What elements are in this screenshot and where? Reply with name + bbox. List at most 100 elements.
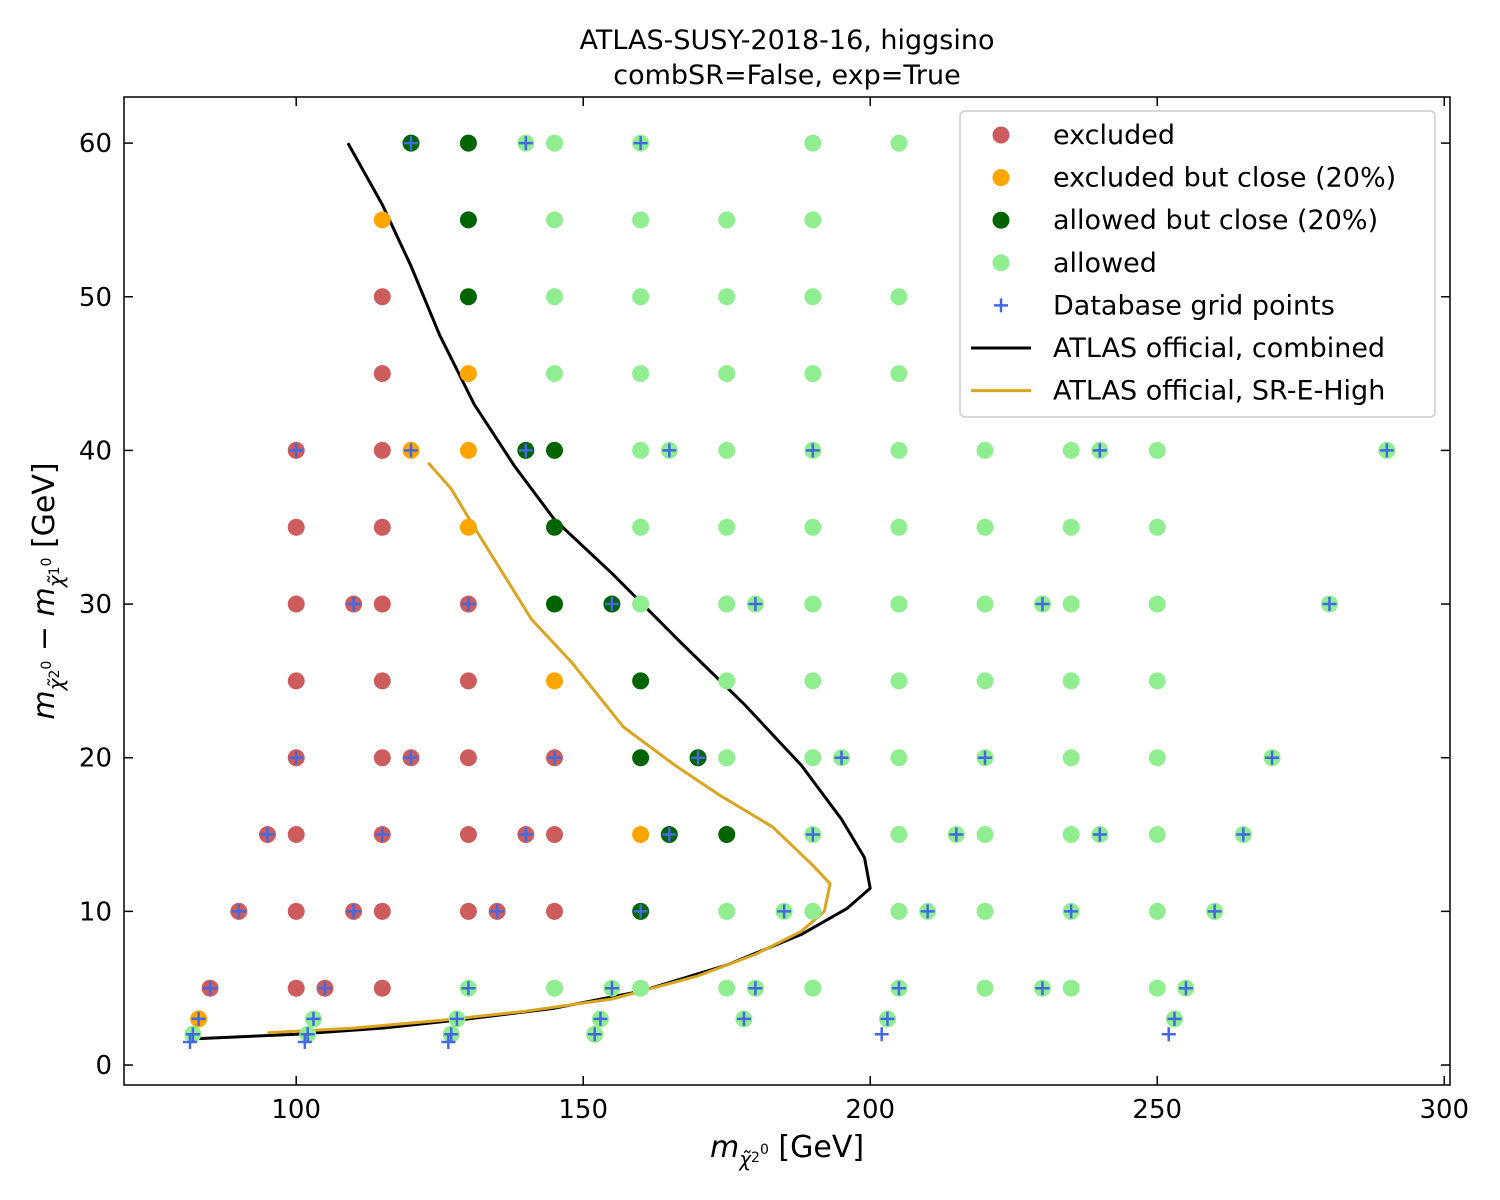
point-allowed-close xyxy=(632,749,650,767)
point-allowed xyxy=(546,365,564,383)
plot-frame xyxy=(123,96,1451,1086)
point-allowed xyxy=(1062,518,1080,536)
point-allowed xyxy=(546,211,564,229)
x-tick-label: 100 xyxy=(271,1095,321,1125)
curves-layer xyxy=(192,142,872,1041)
legend-label: excluded xyxy=(1053,120,1175,151)
point-excluded xyxy=(373,441,391,459)
point-allowed-close xyxy=(632,672,650,690)
point-allowed xyxy=(632,518,650,536)
x-tick-label: 300 xyxy=(1419,1095,1469,1125)
point-excluded xyxy=(373,288,391,306)
point-allowed xyxy=(718,749,736,767)
grid-point-marker xyxy=(1379,443,1394,458)
point-allowed xyxy=(890,749,908,767)
legend-marker xyxy=(992,211,1010,229)
point-allowed xyxy=(976,672,994,690)
point-allowed xyxy=(890,902,908,920)
legend: excluded excluded but close (20%) allowed … xyxy=(959,110,1436,418)
grid-point-marker xyxy=(1161,1027,1176,1042)
point-allowed xyxy=(1148,672,1166,690)
grid-point-marker xyxy=(306,1011,321,1026)
point-excluded-close xyxy=(459,365,477,383)
grid-point-marker xyxy=(346,597,361,612)
point-allowed xyxy=(1148,902,1166,920)
point-allowed xyxy=(890,365,908,383)
grid-point-marker xyxy=(260,827,275,842)
grid-point-marker xyxy=(518,443,533,458)
y-tick-label: 50 xyxy=(79,283,112,313)
legend-label: excluded but close (20%) xyxy=(1053,163,1396,194)
y-tick-label: 60 xyxy=(79,129,112,159)
point-allowed xyxy=(546,979,564,997)
legend-label: ATLAS official, SR-E-High xyxy=(1053,376,1385,407)
point-allowed xyxy=(632,595,650,613)
point-allowed xyxy=(718,441,736,459)
legend-marker xyxy=(992,169,1010,187)
grid-point-marker xyxy=(891,981,906,996)
grid-point-marker xyxy=(1092,827,1107,842)
point-allowed xyxy=(718,288,736,306)
axis-ticks: 100 150 200 250 300 0 10 20 30 40 50 60 xyxy=(79,97,1469,1125)
grid-point-marker xyxy=(633,904,648,919)
point-allowed xyxy=(632,979,650,997)
point-allowed xyxy=(804,211,822,229)
point-allowed xyxy=(976,902,994,920)
point-allowed xyxy=(1148,441,1166,459)
point-allowed xyxy=(804,288,822,306)
grid-point-marker xyxy=(518,827,533,842)
point-allowed xyxy=(804,595,822,613)
point-allowed xyxy=(1062,749,1080,767)
point-excluded-close xyxy=(546,672,564,690)
legend-marker xyxy=(992,254,1010,272)
x-tick-label: 200 xyxy=(845,1095,895,1125)
grid-point-marker xyxy=(404,443,419,458)
x-tick-label: 250 xyxy=(1132,1095,1182,1125)
point-allowed xyxy=(718,979,736,997)
grid-point-marker xyxy=(805,827,820,842)
grid-point-marker xyxy=(317,981,332,996)
legend-box xyxy=(959,110,1436,418)
grid-point-marker xyxy=(231,904,246,919)
point-allowed-close xyxy=(459,211,477,229)
y-tick-label: 10 xyxy=(79,897,112,927)
grid-point-marker xyxy=(805,443,820,458)
point-allowed xyxy=(1148,595,1166,613)
point-allowed-close xyxy=(546,518,564,536)
grid-point-marker xyxy=(444,1027,459,1042)
point-allowed xyxy=(890,595,908,613)
point-allowed xyxy=(804,979,822,997)
point-allowed xyxy=(1148,749,1166,767)
chart-title: ATLAS-SUSY-2018-16, higgsino xyxy=(579,25,994,56)
grid-point-marker xyxy=(874,1027,889,1042)
point-excluded-close xyxy=(459,441,477,459)
point-allowed xyxy=(976,518,994,536)
point-excluded xyxy=(373,595,391,613)
grid-point-marker xyxy=(880,1011,895,1026)
point-allowed xyxy=(1062,979,1080,997)
point-allowed xyxy=(632,441,650,459)
point-allowed xyxy=(890,518,908,536)
grid-point-marker xyxy=(691,750,706,765)
point-excluded xyxy=(546,902,564,920)
point-allowed xyxy=(976,595,994,613)
y-tick-label: 40 xyxy=(79,436,112,466)
point-allowed xyxy=(890,134,908,152)
x-axis-label: mχ̃20 [GeV] xyxy=(710,1130,864,1171)
grid-point-marker xyxy=(300,1027,315,1042)
point-excluded xyxy=(287,979,305,997)
legend-label: allowed xyxy=(1053,248,1157,279)
y-axis-label: mχ̃20 − mχ̃10 [GeV] xyxy=(27,462,68,719)
point-allowed-close xyxy=(718,826,736,844)
point-allowed xyxy=(976,979,994,997)
point-allowed xyxy=(718,902,736,920)
point-allowed xyxy=(890,288,908,306)
grid-point-marker xyxy=(490,904,505,919)
point-excluded xyxy=(459,749,477,767)
point-excluded xyxy=(459,672,477,690)
point-allowed xyxy=(1148,979,1166,997)
point-allowed-close xyxy=(459,134,477,152)
legend-marker xyxy=(992,126,1010,144)
point-excluded xyxy=(373,672,391,690)
legend-label: ATLAS official, combined xyxy=(1053,333,1385,364)
